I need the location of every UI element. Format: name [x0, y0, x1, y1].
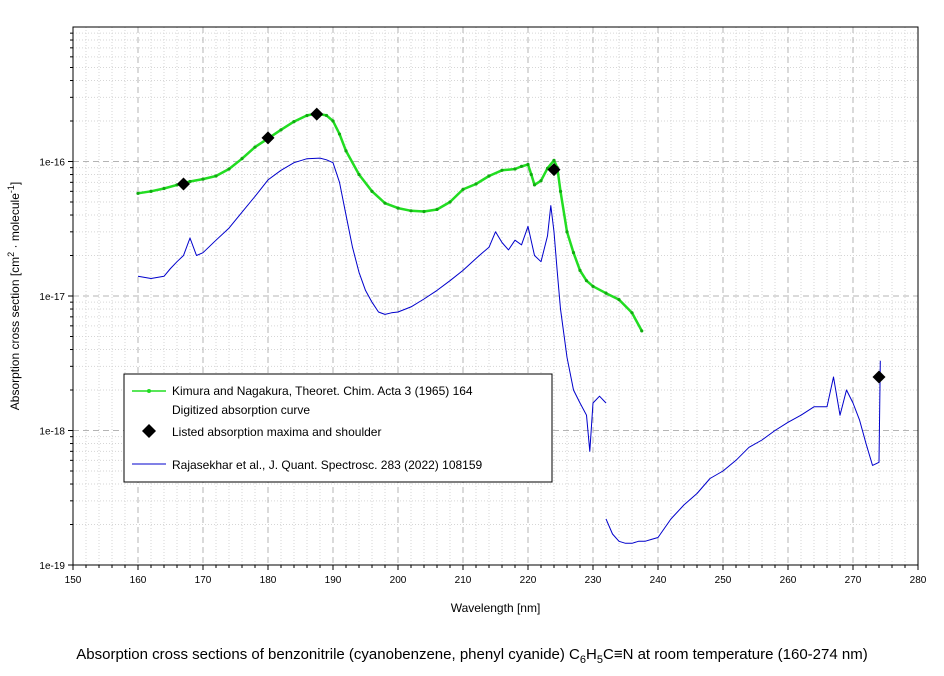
- x-tick-label: 260: [780, 575, 797, 586]
- series-kimura-point: [513, 167, 517, 171]
- series-kimura-point: [383, 201, 387, 205]
- series-kimura-point: [409, 209, 413, 213]
- x-tick-label: 250: [715, 575, 732, 586]
- y-axis-label-superscript: 2: [6, 252, 16, 257]
- legend-swatch-maxima: [142, 424, 156, 438]
- series-kimura-point: [591, 284, 595, 288]
- series-kimura-point: [578, 268, 582, 273]
- caption-text: Absorption cross sections of benzonitril…: [76, 646, 580, 663]
- series-kimura-point: [584, 279, 589, 283]
- legend-label-kimura-line2: Digitized absorption curve: [172, 403, 310, 417]
- series-kimura-point: [305, 113, 309, 118]
- series-kimura-point: [188, 179, 192, 184]
- x-tick-label: 270: [845, 575, 862, 586]
- series-kimura-point: [201, 177, 205, 181]
- y-tick-label: 1e-19: [39, 561, 65, 572]
- series-kimura-point: [136, 191, 140, 195]
- series-kimura-point: [461, 187, 465, 192]
- figure-caption: Absorption cross sections of benzonitril…: [0, 646, 944, 666]
- series-kimura-point: [337, 132, 342, 136]
- series-kimura-point: [519, 164, 524, 168]
- x-tick-label: 200: [390, 575, 407, 586]
- series-kimura-point: [240, 157, 244, 161]
- legend: Kimura and Nagakura, Theoret. Chim. Acta…: [123, 373, 553, 483]
- series-kimura-point: [571, 251, 576, 255]
- series-kimura-point: [617, 298, 621, 302]
- tick-layer: 150 160 170 180 190 200 210 220 230 240 250 260 270 2…: [39, 32, 927, 586]
- series-kimura-point: [162, 186, 166, 191]
- x-tick-label: 180: [260, 575, 277, 586]
- y-axis-label-part: · molecule: [8, 193, 22, 252]
- caption-text: C≡N at room temperature (160-274 nm): [603, 646, 868, 663]
- series-kimura-point: [558, 189, 563, 193]
- series-rajasekhar-line: [605, 360, 881, 544]
- series-kimura-point: [292, 119, 296, 124]
- series-kimura-point: [422, 209, 426, 214]
- series-kimura-point: [149, 189, 153, 193]
- y-axis-label-part: ]: [8, 182, 22, 185]
- series-kimura-point: [344, 149, 348, 153]
- series-kimura-point: [500, 168, 504, 172]
- series-kimura-point: [357, 172, 361, 177]
- series-kimura-line: [137, 112, 643, 332]
- y-tick-label: 1e-17: [39, 292, 65, 303]
- x-tick-label: 160: [130, 575, 147, 586]
- series-maxima-marker: [310, 107, 324, 121]
- x-tick-label: 220: [520, 575, 537, 586]
- x-tick-label: 240: [650, 575, 667, 586]
- legend-label-maxima: Listed absorption maxima and shoulder: [172, 425, 381, 439]
- series-layer: [136, 107, 886, 544]
- chart: 150 160 170 180 190 200 210 220 230 240 250 260 270 2…: [6, 26, 927, 615]
- x-tick-label: 190: [325, 575, 342, 586]
- caption-subscript: 5: [596, 654, 603, 666]
- x-tick-label: 280: [910, 575, 927, 586]
- series-kimura-point: [532, 183, 537, 187]
- series-kimura-point: [435, 207, 439, 212]
- series-kimura-point: [552, 158, 556, 162]
- series-kimura-point: [396, 206, 400, 210]
- series-kimura-point: [487, 174, 491, 178]
- y-axis-label-superscript: -1: [6, 185, 16, 193]
- series-kimura-point: [640, 329, 644, 333]
- x-tick-label: 170: [195, 575, 212, 586]
- series-kimura-point: [630, 311, 634, 315]
- series-kimura-point: [526, 162, 530, 167]
- series-kimura-point: [370, 189, 374, 193]
- series-maxima-marker: [261, 131, 275, 145]
- legend-box: [123, 373, 553, 483]
- x-axis-label: Wavelength [nm]: [451, 601, 541, 615]
- series-kimura-point: [604, 291, 608, 295]
- series-kimura-point: [529, 172, 533, 177]
- series-kimura-point: [227, 167, 231, 171]
- series-kimura-point: [214, 174, 218, 178]
- series-kimura-point: [331, 119, 335, 123]
- x-tick-label: 230: [585, 575, 602, 586]
- series-rajasekhar-line: [137, 157, 607, 452]
- legend-swatch-kimura-dot: [147, 389, 151, 393]
- legend-label-rajasekhar: Rajasekhar et al., J. Quant. Spectrosc. …: [172, 458, 483, 472]
- y-axis-label-part: Absorption cross section [cm: [8, 257, 22, 410]
- legend-label-kimura: Kimura and Nagakura, Theoret. Chim. Acta…: [172, 384, 473, 398]
- series-kimura-point: [474, 182, 478, 186]
- caption-subscript: 6: [579, 654, 587, 666]
- y-axis-label: Absorption cross section [cm2 · molecule…: [6, 182, 22, 410]
- series-maxima-marker: [177, 177, 190, 191]
- y-tick-label: 1e-16: [39, 158, 65, 169]
- series-maxima-marker: [872, 370, 886, 384]
- y-tick-label: 1e-18: [39, 427, 65, 438]
- series-kimura-point: [324, 113, 329, 118]
- series-kimura-point: [253, 145, 257, 149]
- series-kimura-point: [448, 200, 452, 204]
- series-kimura-point: [279, 128, 283, 132]
- x-tick-label: 210: [455, 575, 472, 586]
- series-kimura-point: [539, 179, 543, 183]
- series-kimura-point: [565, 230, 569, 234]
- series-maxima-marker: [547, 163, 561, 177]
- caption-text: H: [586, 646, 597, 663]
- x-tick-label: 150: [65, 575, 82, 586]
